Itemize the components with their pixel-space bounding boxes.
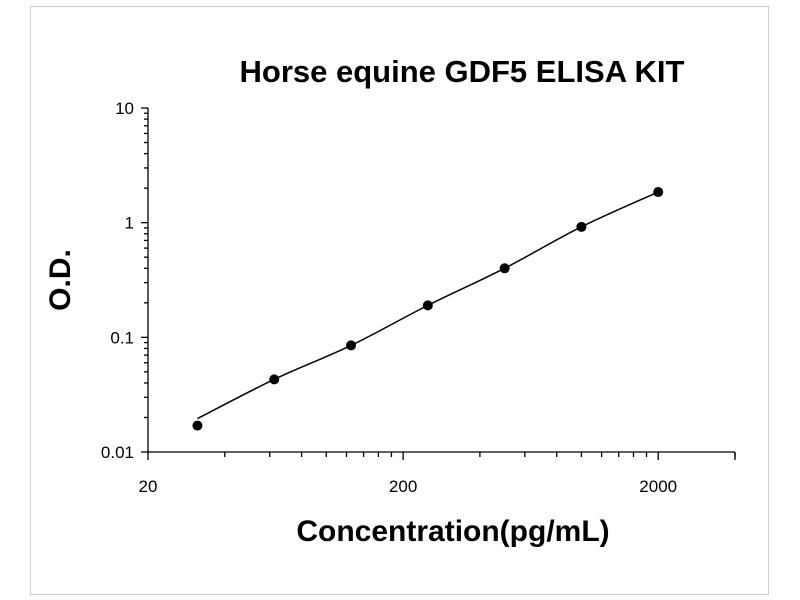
data-point [499,263,510,274]
x-tick-label: 2000 [639,477,677,496]
data-point [576,221,587,232]
x-tick-label: 20 [139,477,158,496]
y-tick-label: 1 [125,214,134,233]
y-tick-label: 0.01 [101,443,134,462]
data-point [192,420,203,431]
tick-marks [141,107,736,460]
x-axis-title: Concentration(pg/mL) [296,515,609,548]
x-tick-label: 200 [389,477,417,496]
axes [147,108,735,453]
chart-frame [30,6,769,595]
data-point [269,374,280,385]
y-axis-title: O.D. [44,249,77,311]
data-point [346,340,357,351]
tick-labels: 20 200 2000 10 1 0.1 0.01 [101,99,677,496]
data-points [192,187,664,431]
y-tick-label: 0.1 [110,328,134,347]
data-point [653,187,664,198]
data-point [422,300,433,311]
y-tick-label: 10 [115,99,134,118]
chart-title: Horse equine GDF5 ELISA KIT [240,54,685,89]
